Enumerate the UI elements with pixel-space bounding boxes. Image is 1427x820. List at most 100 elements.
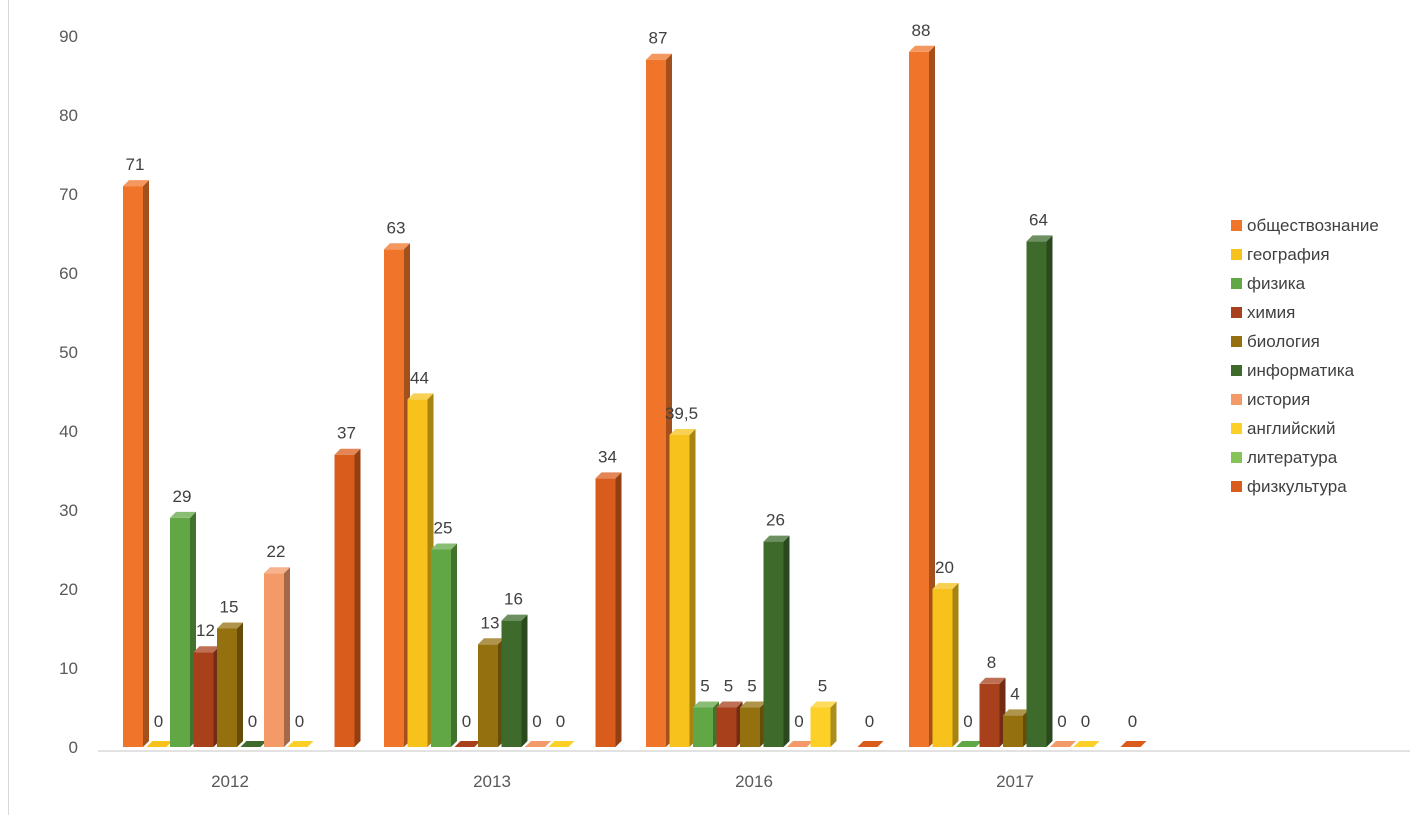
bar-front: [716, 707, 737, 747]
bar: [763, 535, 790, 747]
bar-top: [407, 393, 434, 400]
legend-item: биология: [1231, 332, 1320, 351]
data-label: 20: [935, 558, 954, 577]
bar-side: [521, 614, 528, 747]
data-label: 26: [766, 511, 785, 530]
x-tick-label: 2017: [996, 772, 1034, 791]
bar: [548, 741, 575, 747]
legend-label: обществознание: [1247, 216, 1379, 235]
bar-top: [909, 45, 935, 52]
data-label: 15: [220, 598, 239, 617]
bar: [1050, 741, 1076, 747]
data-label: 13: [481, 613, 500, 632]
bar-front: [763, 541, 784, 747]
bar-front: [264, 573, 284, 747]
legend-label: литература: [1247, 448, 1338, 467]
bar-front: [669, 434, 690, 747]
bar-top: [1073, 741, 1100, 747]
bar: [334, 448, 361, 747]
bar-front: [1026, 241, 1047, 747]
bar: [1003, 709, 1029, 747]
bar-front: [431, 549, 451, 747]
bar-front: [740, 707, 760, 747]
y-tick-label: 0: [69, 738, 78, 757]
bar-side: [929, 45, 935, 748]
data-label: 25: [434, 519, 453, 538]
data-label: 64: [1029, 210, 1048, 229]
bar-top: [716, 701, 743, 708]
bar-top: [501, 614, 528, 621]
data-label: 0: [532, 712, 541, 731]
bar-front: [979, 683, 1000, 747]
bar-top: [810, 701, 837, 708]
bar-side: [952, 583, 959, 747]
data-label: 39,5: [665, 404, 698, 423]
data-label: 0: [462, 712, 471, 731]
bar-front: [217, 628, 237, 747]
bar-side: [783, 535, 790, 747]
bar-top: [932, 583, 959, 589]
legend-swatch: [1231, 220, 1242, 231]
data-label: 0: [295, 712, 304, 731]
bar-top: [595, 472, 622, 479]
data-label: 88: [912, 21, 931, 40]
bar-top: [217, 622, 243, 629]
data-label: 8: [987, 653, 996, 672]
legend-swatch: [1231, 423, 1242, 434]
data-label: 87: [649, 29, 668, 48]
bar: [1026, 235, 1053, 747]
bar: [857, 741, 884, 747]
bar-top: [454, 741, 481, 747]
legend-swatch: [1231, 452, 1242, 463]
legend: обществознание география физика химия биолог…: [1231, 216, 1379, 496]
data-label: 0: [1057, 712, 1066, 731]
bar: [217, 622, 243, 747]
y-tick-label: 40: [59, 422, 78, 441]
bar-top: [525, 741, 551, 747]
bar-side: [689, 428, 696, 747]
bar-front: [646, 59, 666, 747]
bar-side: [615, 472, 622, 747]
bar-top: [1003, 709, 1029, 716]
bar-front: [384, 249, 404, 748]
bar-top: [740, 701, 766, 708]
legend-label: химия: [1247, 303, 1295, 322]
bar: [909, 45, 935, 748]
bar-front: [170, 517, 190, 747]
x-tick-label: 2013: [473, 772, 511, 791]
bar: [478, 638, 504, 747]
legend-swatch: [1231, 365, 1242, 376]
bar-side: [143, 180, 149, 748]
data-label: 22: [267, 542, 286, 561]
data-label: 0: [154, 712, 163, 731]
y-tick-label: 10: [59, 659, 78, 678]
x-tick-label: 2016: [735, 772, 773, 791]
bar-top: [1120, 741, 1147, 747]
bar-front: [123, 186, 143, 748]
legend-item: физкультура: [1231, 477, 1347, 496]
legend-label: физика: [1247, 274, 1306, 293]
bar-front: [932, 589, 953, 747]
bar-top: [431, 543, 457, 550]
bar: [454, 741, 481, 747]
legend-item: литература: [1231, 448, 1338, 467]
data-label: 5: [724, 677, 733, 696]
bar: [646, 53, 672, 747]
bar-top: [763, 535, 790, 542]
legend-item: история: [1231, 390, 1310, 409]
bar: [264, 567, 290, 747]
bar: [1073, 741, 1100, 747]
data-label: 5: [747, 677, 756, 696]
bar-top: [384, 243, 410, 250]
bar: [146, 741, 173, 747]
chart-frame-edge: [8, 0, 9, 815]
y-axis: 0 10 20 30 40 50 60 70 80 90: [59, 27, 78, 757]
legend-label: английский: [1247, 419, 1336, 438]
bar-top: [478, 638, 504, 645]
bar: [595, 472, 622, 747]
data-label: 0: [865, 712, 874, 731]
legend-item: физика: [1231, 274, 1306, 293]
bar: [693, 701, 719, 747]
